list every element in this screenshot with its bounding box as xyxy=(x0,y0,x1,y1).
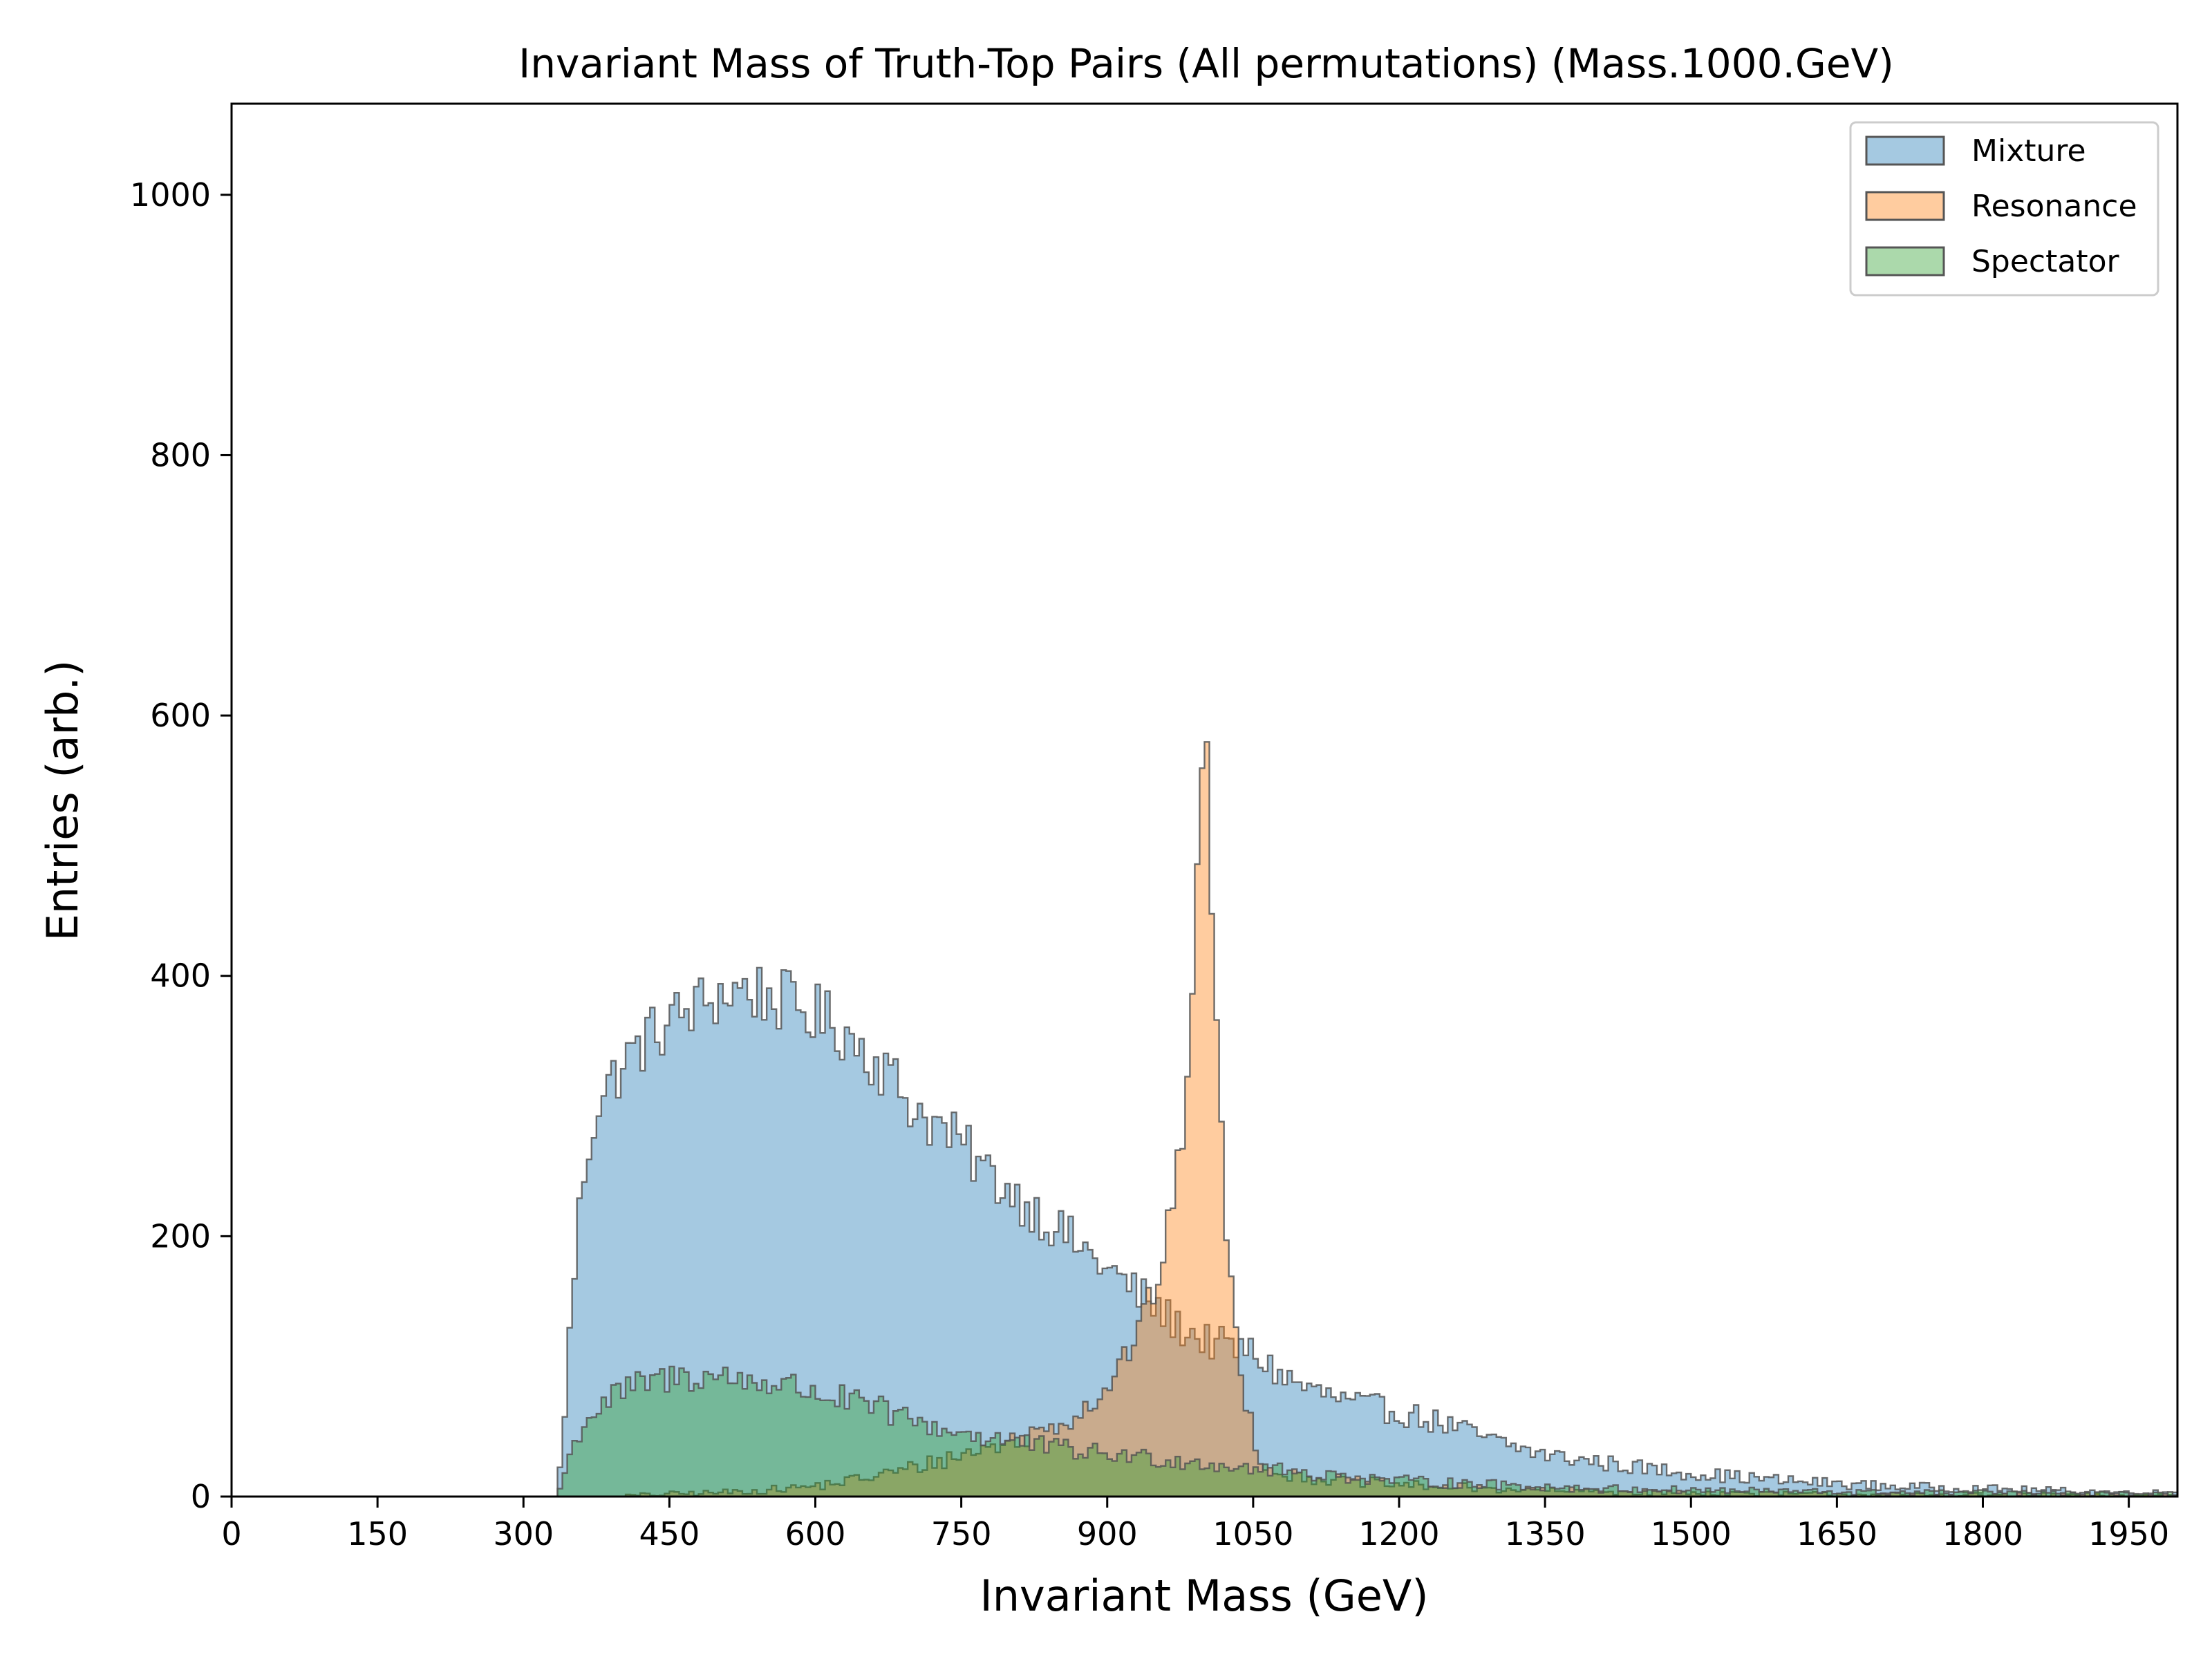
legend-swatch-resonance xyxy=(1865,191,1945,221)
plot-area xyxy=(230,102,2179,1498)
legend-label-spectator: Spectator xyxy=(1971,244,2120,279)
x-tick-label: 1200 xyxy=(1358,1515,1439,1553)
y-axis: 0 200 400 600 800 1000 xyxy=(130,176,232,1515)
x-tick-label: 750 xyxy=(931,1515,992,1553)
x-tick-label: 450 xyxy=(639,1515,700,1553)
legend: Mixture Resonance Spectator xyxy=(1849,121,2159,297)
y-tick-label: 400 xyxy=(150,957,211,995)
x-tick-label: 1800 xyxy=(1942,1515,2023,1553)
y-tick-label: 200 xyxy=(150,1217,211,1255)
chart-title: Invariant Mass of Truth-Top Pairs (All p… xyxy=(518,40,1894,87)
x-tick-label: 600 xyxy=(785,1515,846,1553)
series-mixture xyxy=(232,966,2179,1498)
legend-swatch-mixture xyxy=(1865,135,1945,166)
legend-swatch-spectator xyxy=(1865,246,1945,276)
x-tick-label: 1050 xyxy=(1212,1515,1293,1553)
y-axis-label: Entries (arb.) xyxy=(37,660,88,941)
plot-background xyxy=(232,104,2177,1497)
x-axis: 0 150 300 450 600 750 900 1050 1200 1350 1500 1650 1… xyxy=(221,1497,2169,1553)
series-spectator xyxy=(232,1365,2179,1498)
x-tick-label: 900 xyxy=(1077,1515,1138,1553)
plot-frame xyxy=(230,102,2179,1498)
y-tick-label: 0 xyxy=(191,1478,211,1515)
y-tick-label: 800 xyxy=(150,436,211,474)
legend-label-resonance: Resonance xyxy=(1971,189,2137,224)
x-tick-label: 1500 xyxy=(1651,1515,1732,1553)
mixture-bins xyxy=(232,966,2179,1498)
x-axis-label: Invariant Mass (GeV) xyxy=(980,1571,1428,1621)
x-tick-label: 1950 xyxy=(2088,1515,2169,1553)
x-tick-label: 150 xyxy=(347,1515,408,1553)
y-tick-label: 1000 xyxy=(130,176,211,214)
legend-label-mixture: Mixture xyxy=(1971,133,2086,169)
x-tick-label: 0 xyxy=(221,1515,241,1553)
spectator-bins xyxy=(232,1365,2179,1498)
x-tick-label: 300 xyxy=(493,1515,554,1553)
x-tick-label: 1350 xyxy=(1505,1515,1586,1553)
y-tick-label: 600 xyxy=(150,697,211,734)
x-tick-label: 1650 xyxy=(1797,1515,1877,1553)
